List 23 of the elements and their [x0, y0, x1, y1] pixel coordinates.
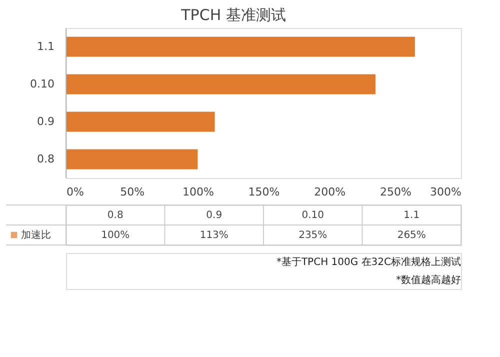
- y-tick-label: 0.8: [37, 152, 54, 166]
- text: 100%: [101, 230, 130, 241]
- x-tick-label: 150%: [248, 186, 280, 198]
- x-tick-label: 0%: [66, 186, 84, 198]
- y-tick-label: 1.1: [37, 40, 54, 53]
- legend-label: 加速比: [21, 229, 51, 241]
- chart-title: TPCH 基准测试: [180, 6, 286, 24]
- y-tick-label: 0.9: [37, 114, 54, 128]
- x-tick-label: 100%: [182, 186, 214, 198]
- category-label: 0.9: [206, 210, 222, 221]
- category-label: 1.1: [404, 210, 420, 221]
- x-tick-label: 200%: [314, 186, 346, 198]
- text: *数值越高越好: [396, 274, 461, 286]
- category-label: 0.8: [107, 210, 124, 221]
- text: 113%: [200, 230, 228, 241]
- category-label: 0.10: [302, 210, 324, 221]
- x-tick-label: 300%: [430, 186, 462, 198]
- x-tick-label: 50%: [120, 186, 145, 198]
- text: 265%: [397, 230, 426, 241]
- text: 235%: [298, 230, 328, 241]
- y-tick-label: 0.10: [30, 77, 54, 90]
- text: *基于TPCH 100G 在32C标准规格上测试: [276, 256, 461, 268]
- x-tick-label: 250%: [380, 186, 412, 198]
